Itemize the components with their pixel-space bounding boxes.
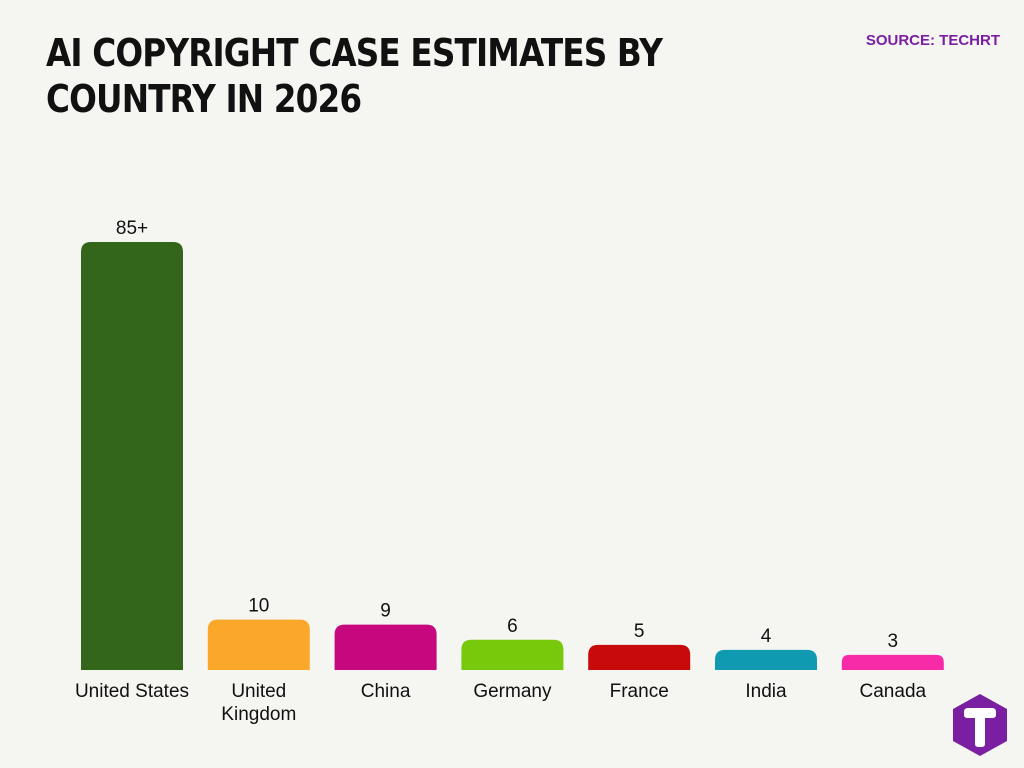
value-labels-group: 85+ 10 9 6 5 4 3 [116, 218, 898, 652]
value-label-united-kingdom: 10 [248, 596, 269, 617]
category-labels-group: United States United Kingdom China Germany Fr… [75, 681, 927, 725]
bar-france [588, 644, 691, 670]
bar-china [334, 624, 437, 670]
bar-germany [461, 639, 564, 670]
value-label-germany: 6 [507, 616, 518, 637]
value-label-india: 4 [761, 626, 772, 647]
source-label: SOURCE: TECHRT [865, 32, 1000, 49]
category-label-germany: Germany [473, 681, 552, 702]
value-label-china: 9 [380, 601, 391, 622]
category-label-united-kingdom: United Kingdom [221, 681, 296, 725]
bar-united-kingdom [207, 619, 310, 670]
bars-group [81, 242, 944, 670]
bar-india [715, 649, 817, 670]
category-label-canada: Canada [860, 681, 927, 702]
category-label-china: China [361, 681, 411, 702]
bar-canada [841, 654, 944, 670]
chart-title: AI COPYRIGHT CASE ESTIMATES BY COUNTRY I… [46, 31, 663, 121]
category-label-france: France [610, 681, 669, 702]
value-label-canada: 3 [888, 631, 899, 652]
techrt-logo-icon [953, 694, 1007, 756]
value-label-united-states: 85+ [116, 218, 148, 239]
category-label-united-states: United States [75, 681, 189, 702]
value-label-france: 5 [634, 621, 645, 642]
category-label-india: India [745, 681, 787, 702]
bar-united-states [81, 242, 183, 670]
